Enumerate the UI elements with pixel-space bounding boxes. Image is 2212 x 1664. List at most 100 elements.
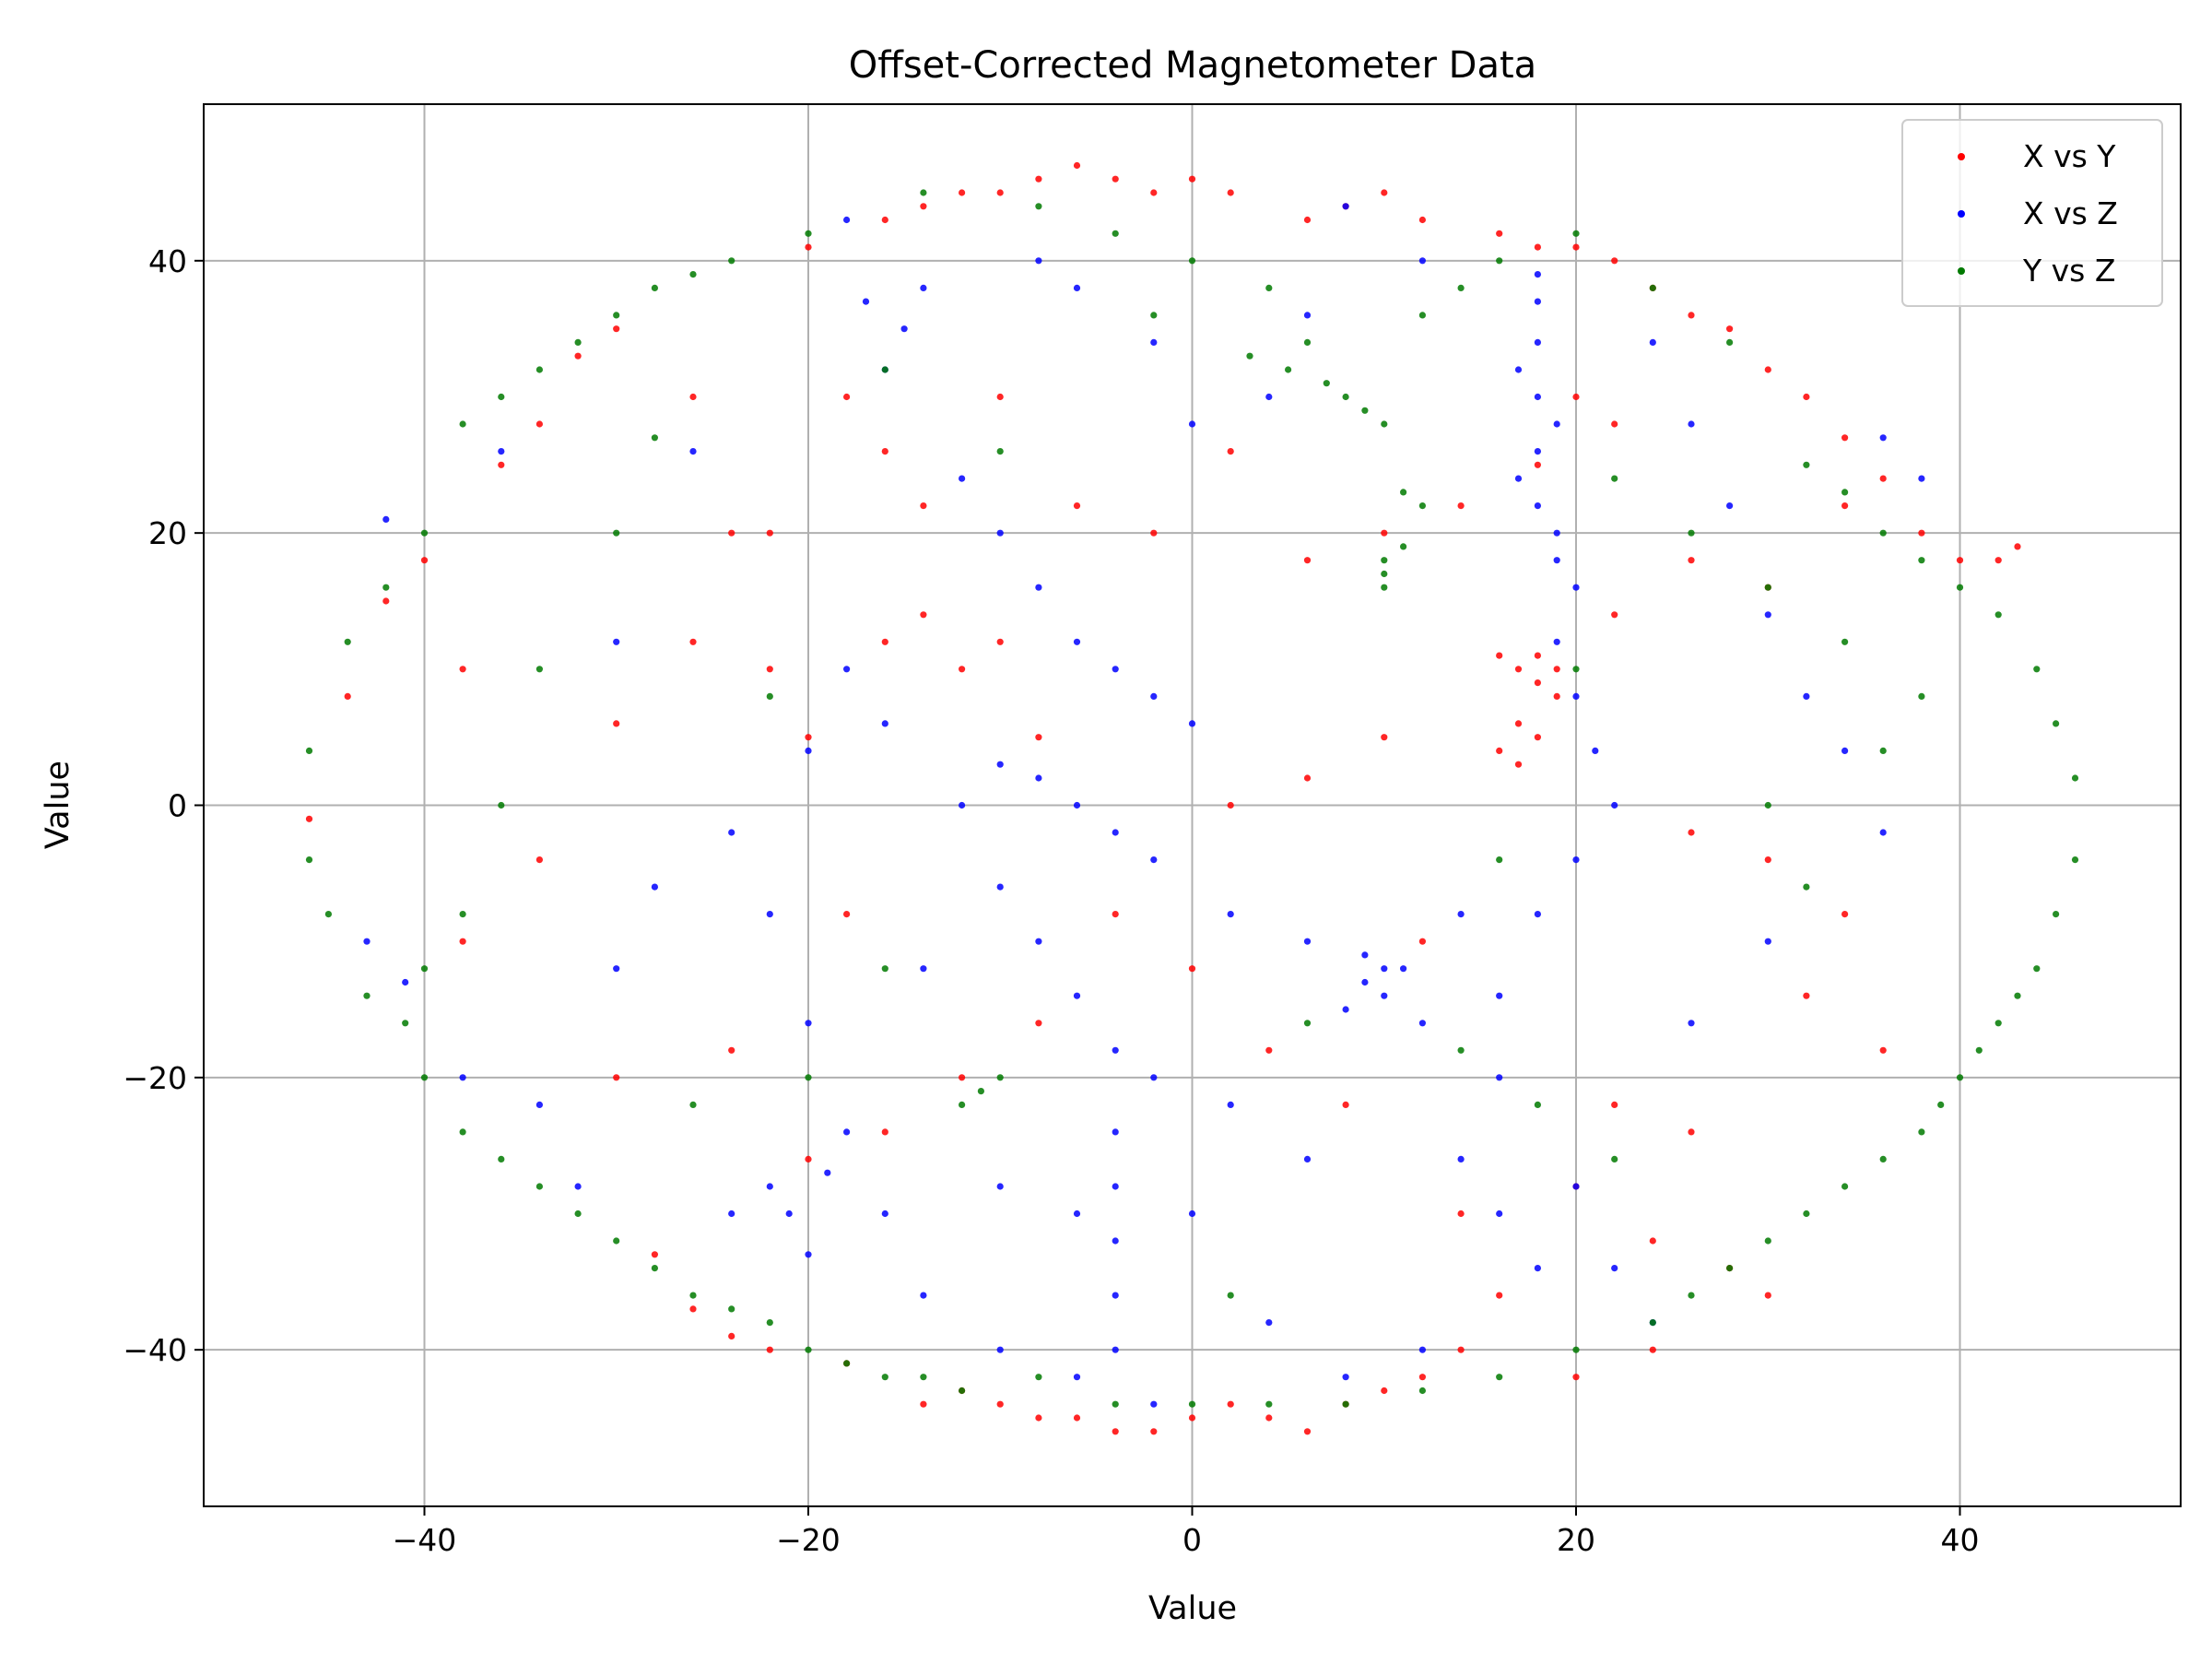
data-point xyxy=(574,1183,582,1190)
data-point xyxy=(1611,1265,1618,1272)
data-point xyxy=(363,938,371,945)
data-point xyxy=(1361,407,1369,414)
data-point xyxy=(324,911,332,918)
data-point xyxy=(689,393,697,401)
data-point xyxy=(785,1210,793,1218)
data-point xyxy=(1150,338,1158,346)
data-point xyxy=(1764,856,1771,864)
data-point xyxy=(1188,420,1196,428)
data-point xyxy=(498,393,505,401)
data-point xyxy=(1035,1374,1042,1381)
data-point xyxy=(1688,829,1695,836)
data-point xyxy=(1112,1400,1119,1408)
data-point xyxy=(1688,1020,1695,1027)
data-point xyxy=(1112,230,1119,237)
data-point xyxy=(1188,965,1196,973)
data-point xyxy=(1457,1046,1465,1054)
data-point xyxy=(1342,203,1349,210)
data-point xyxy=(805,747,812,755)
data-point xyxy=(1112,1046,1119,1054)
data-point xyxy=(996,883,1004,891)
data-point xyxy=(1803,883,1810,891)
data-point xyxy=(959,666,966,673)
x-axis-label: Value xyxy=(1148,1590,1237,1627)
data-point xyxy=(1150,1428,1158,1435)
data-point xyxy=(1188,1414,1196,1422)
data-point xyxy=(1073,502,1081,510)
data-point xyxy=(1496,1074,1503,1081)
data-point xyxy=(1496,1292,1503,1299)
axis-ticks: −40 −20 0 20 40 −40 −20 0 20 40 xyxy=(123,243,1979,1558)
data-point xyxy=(1994,1020,2002,1027)
data-point xyxy=(1303,1155,1312,1162)
data-point xyxy=(766,666,773,673)
data-point xyxy=(1073,992,1081,999)
data-point xyxy=(1496,652,1503,659)
data-point xyxy=(535,420,544,428)
data-point xyxy=(1803,992,1810,999)
data-point xyxy=(344,638,351,645)
data-point xyxy=(1073,638,1081,645)
y-tick-label: −40 xyxy=(123,1332,187,1368)
data-point xyxy=(728,1210,735,1218)
data-point xyxy=(1841,747,1849,755)
data-point xyxy=(1534,502,1541,510)
data-point xyxy=(881,1374,888,1381)
series-x-vs-z xyxy=(363,203,1925,1408)
data-point xyxy=(1534,338,1541,346)
data-point xyxy=(651,284,659,291)
data-point xyxy=(1514,666,1523,673)
data-point xyxy=(1150,189,1158,196)
data-point xyxy=(1572,692,1580,701)
data-point xyxy=(920,611,927,619)
data-point xyxy=(959,1101,966,1108)
data-point xyxy=(1879,1046,1887,1054)
data-point xyxy=(1457,502,1465,510)
data-point xyxy=(1457,1210,1465,1218)
data-point xyxy=(1918,475,1925,482)
data-point xyxy=(1112,1183,1119,1190)
data-point xyxy=(881,720,888,727)
legend-label-x-vs-z: X vs Z xyxy=(2023,195,2118,231)
data-point xyxy=(1688,312,1695,319)
data-point xyxy=(1265,1400,1273,1408)
data-point xyxy=(843,1128,851,1136)
data-point xyxy=(1457,1346,1465,1353)
data-point xyxy=(1803,1210,1810,1218)
data-point xyxy=(498,1155,505,1162)
data-point xyxy=(881,448,888,455)
data-point xyxy=(1457,284,1465,291)
data-point xyxy=(1649,284,1656,291)
data-point xyxy=(1381,992,1388,999)
data-point xyxy=(1611,420,1618,428)
data-point xyxy=(1764,938,1771,945)
data-points xyxy=(305,161,2079,1435)
data-point xyxy=(1611,801,1618,809)
data-point xyxy=(1764,1237,1771,1245)
data-point xyxy=(1073,1374,1081,1381)
data-point xyxy=(1150,529,1158,537)
data-point xyxy=(1496,1374,1503,1381)
data-point xyxy=(1496,230,1503,237)
data-point xyxy=(420,529,429,537)
data-point xyxy=(574,352,582,360)
data-point xyxy=(1592,747,1599,755)
data-point xyxy=(651,1251,659,1258)
y-tick-label: 40 xyxy=(148,243,187,279)
data-point xyxy=(728,257,735,265)
data-point xyxy=(1496,1210,1503,1218)
data-point xyxy=(535,666,544,673)
data-point xyxy=(1918,692,1925,701)
data-point xyxy=(996,529,1004,537)
data-point xyxy=(805,1155,812,1162)
data-point xyxy=(613,638,620,645)
data-point xyxy=(305,815,313,822)
data-point xyxy=(2014,992,2021,999)
data-point xyxy=(2033,965,2041,973)
data-point xyxy=(363,992,371,999)
data-point xyxy=(1227,1101,1234,1108)
data-point xyxy=(1418,502,1426,510)
data-point xyxy=(535,1101,544,1108)
data-point xyxy=(1303,557,1312,564)
